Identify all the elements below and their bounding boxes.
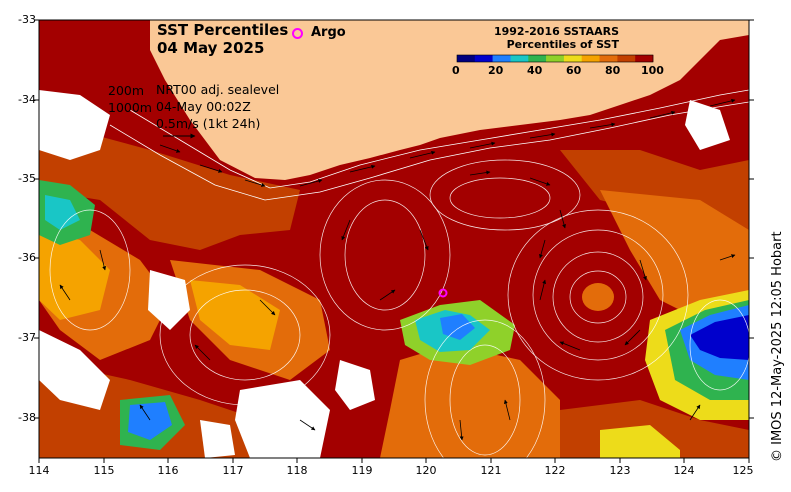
legend-sealevel: NRT00 adj. sealevel — [156, 82, 280, 97]
blue-patch-central — [440, 314, 475, 340]
colorbar-segment — [599, 55, 618, 62]
colorbar — [456, 54, 654, 63]
lon-tick-124: 124 — [673, 464, 695, 477]
no-data-patch-4 — [235, 380, 330, 458]
colorbar-tick-20: 20 — [488, 64, 504, 77]
yellow-region-southwest — [190, 280, 280, 350]
lon-tick-122: 122 — [544, 464, 566, 477]
current-vectors — [59, 98, 736, 441]
map-date: 04 May 2025 — [157, 39, 265, 57]
lon-tick-120: 120 — [415, 464, 437, 477]
lat-tick-36: -36 — [18, 251, 36, 264]
colorbar-border — [456, 54, 654, 63]
colorbar-tick-0: 0 — [452, 64, 460, 77]
lon-tick-115: 115 — [93, 464, 115, 477]
lon-tick-114: 114 — [28, 464, 50, 477]
colorbar-segment — [492, 55, 511, 62]
legend-contour-1000m: 1000m — [108, 100, 152, 115]
legend-vector-scale: 0.5m/s (1kt 24h) — [156, 116, 261, 131]
axis-tick-marks — [34, 19, 754, 463]
yellow-region-west — [39, 230, 110, 320]
cyan-patch-west — [45, 195, 80, 230]
colorbar-segment — [457, 55, 476, 62]
imos-credit: © IMOS 12-May-2025 12:05 Hobart — [770, 231, 785, 462]
argo-legend-label: Argo — [311, 25, 346, 40]
argo-float-marker — [438, 288, 448, 298]
no-data-patch-3 — [148, 270, 190, 330]
lat-tick-35: -35 — [18, 172, 36, 185]
lon-tick-121: 121 — [480, 464, 502, 477]
lat-tick-37: -37 — [18, 331, 36, 344]
no-data-patch-6 — [200, 420, 235, 458]
legend-sealevel-time: 04-May 00:02Z — [156, 99, 251, 114]
blue-patch-southwest — [128, 402, 172, 440]
lon-tick-119: 119 — [351, 464, 373, 477]
lon-tick-117: 117 — [222, 464, 244, 477]
lat-tick-33: -33 — [18, 13, 36, 26]
no-data-patch-7 — [685, 100, 730, 150]
eddy-core — [582, 283, 614, 311]
lon-tick-118: 118 — [286, 464, 308, 477]
sealevel-contours — [49, 159, 749, 458]
lat-tick-34: -34 — [18, 93, 36, 106]
legend-contour-200m: 200m — [108, 83, 145, 98]
colorbar-tick-40: 40 — [527, 64, 543, 77]
colorbar-segment — [510, 55, 529, 62]
colorbar-segment — [474, 55, 493, 62]
colorbar-segment — [563, 55, 582, 62]
no-data-patch-2 — [39, 330, 110, 410]
map-panel — [39, 20, 749, 458]
navy-patch-east — [690, 315, 749, 360]
lon-tick-123: 123 — [609, 464, 631, 477]
colorbar-tick-60: 60 — [566, 64, 582, 77]
colorbar-segment — [617, 55, 636, 62]
colorbar-segment — [546, 55, 565, 62]
lon-tick-116: 116 — [157, 464, 179, 477]
map-title: SST Percentiles — [157, 21, 289, 39]
no-data-patch-5 — [335, 360, 375, 410]
colorbar-segment — [528, 55, 547, 62]
colorbar-title-line2: Percentiles of SST — [506, 38, 619, 51]
lat-tick-38: -38 — [18, 411, 36, 424]
lon-tick-125: 125 — [732, 464, 754, 477]
yellow-patch-south — [600, 425, 680, 458]
colorbar-tick-80: 80 — [605, 64, 621, 77]
map-frame — [38, 19, 750, 459]
argo-legend-icon — [292, 28, 303, 39]
no-data-patch-1 — [39, 90, 110, 160]
contour-200m — [129, 89, 749, 189]
orange-region-east — [600, 190, 749, 320]
orange-region-south — [380, 345, 560, 458]
colorbar-title-line1: 1992-2016 SSTAARS — [493, 25, 619, 38]
contour-1000m — [109, 101, 749, 201]
colorbar-segment — [581, 55, 600, 62]
colorbar-segment — [635, 55, 654, 62]
colorbar-tick-100: 100 — [641, 64, 664, 77]
warm-region-west — [39, 120, 300, 250]
